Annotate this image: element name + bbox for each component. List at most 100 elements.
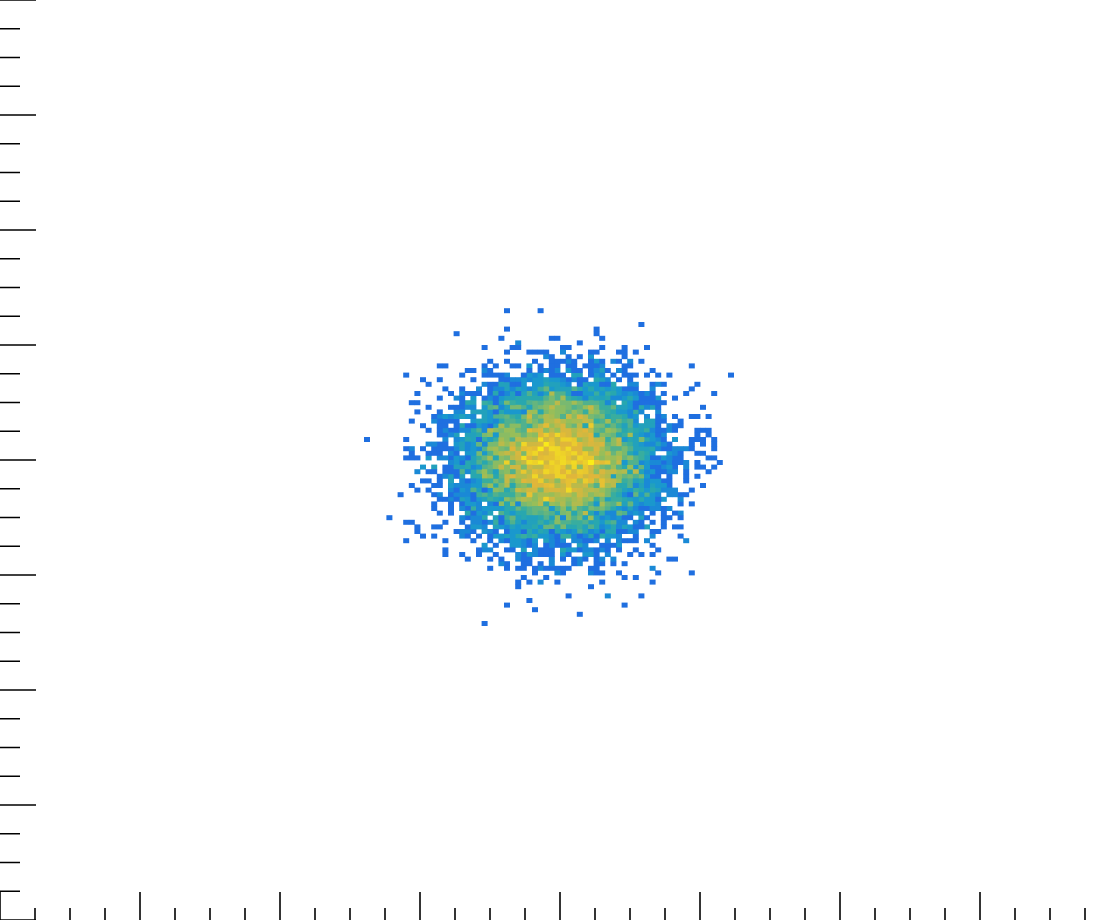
heatmap-cell bbox=[537, 363, 544, 369]
heatmap-cell bbox=[616, 487, 622, 493]
heatmap-cell bbox=[459, 519, 466, 525]
heatmap-cell bbox=[487, 372, 494, 378]
heatmap-cell bbox=[425, 455, 432, 461]
heatmap-cell bbox=[644, 446, 650, 452]
heatmap-cell bbox=[627, 478, 634, 484]
heatmap-cell bbox=[448, 455, 454, 461]
heatmap-cell bbox=[543, 432, 550, 438]
heatmap-cell bbox=[548, 515, 555, 521]
heatmap-cell bbox=[470, 464, 477, 470]
heatmap-cell bbox=[464, 423, 471, 429]
heatmap-cell bbox=[576, 432, 583, 438]
heatmap-cell bbox=[532, 455, 538, 461]
heatmap-cell bbox=[476, 483, 482, 488]
heatmap-cell bbox=[509, 363, 516, 369]
heatmap-cell bbox=[504, 506, 510, 511]
heatmap-cell bbox=[604, 386, 611, 392]
heatmap-cell bbox=[459, 460, 466, 465]
heatmap-cell bbox=[593, 519, 600, 525]
heatmap-cell bbox=[537, 446, 544, 452]
heatmap-cell bbox=[576, 404, 583, 410]
heatmap-cell bbox=[616, 519, 622, 525]
heatmap-cell bbox=[666, 506, 673, 511]
heatmap-cell bbox=[571, 556, 578, 562]
heatmap-cell bbox=[666, 483, 673, 488]
heatmap-cell bbox=[436, 492, 443, 498]
heatmap-cell bbox=[700, 464, 706, 470]
heatmap-cell bbox=[436, 395, 443, 401]
heatmap-cell bbox=[711, 464, 718, 470]
heatmap-cell bbox=[599, 579, 606, 585]
heatmap-cell bbox=[548, 529, 555, 534]
heatmap-cell bbox=[621, 368, 628, 373]
heatmap-cell bbox=[599, 372, 606, 378]
heatmap-cell bbox=[520, 372, 527, 378]
heatmap-cell bbox=[492, 423, 499, 429]
heatmap-cell bbox=[565, 381, 572, 387]
heatmap-cell bbox=[644, 464, 650, 470]
heatmap-cell bbox=[565, 496, 572, 502]
heatmap-cell bbox=[554, 437, 561, 442]
heatmap-cell bbox=[576, 446, 583, 452]
heatmap-cell bbox=[593, 381, 600, 387]
heatmap-cell bbox=[487, 506, 494, 511]
heatmap-cell bbox=[560, 437, 566, 442]
heatmap-cell bbox=[621, 506, 628, 511]
heatmap-cell bbox=[632, 533, 639, 539]
heatmap-cell bbox=[565, 552, 572, 557]
heatmap-cell bbox=[610, 432, 617, 438]
heatmap-cell bbox=[526, 446, 533, 452]
heatmap-cell bbox=[666, 473, 673, 479]
heatmap-cell bbox=[705, 414, 712, 419]
heatmap-cell bbox=[520, 478, 527, 484]
heatmap-cell bbox=[554, 570, 561, 576]
heatmap-cell bbox=[537, 423, 544, 429]
heatmap-cell bbox=[448, 487, 454, 493]
heatmap-cell bbox=[526, 492, 533, 498]
heatmap-cell bbox=[593, 515, 600, 521]
heatmap-cell bbox=[554, 386, 561, 392]
heatmap-cell bbox=[565, 565, 572, 571]
heatmap-cell bbox=[481, 400, 488, 406]
heatmap-cell bbox=[560, 377, 566, 383]
heatmap-cell bbox=[487, 487, 494, 493]
heatmap-cell bbox=[436, 450, 443, 456]
heatmap-cell bbox=[492, 469, 499, 475]
heatmap-cell bbox=[627, 510, 634, 516]
heatmap-cell bbox=[571, 478, 578, 484]
heatmap-cell bbox=[476, 441, 482, 447]
heatmap-cell bbox=[504, 418, 510, 424]
heatmap-cell bbox=[560, 432, 566, 438]
heatmap-cell bbox=[554, 515, 561, 521]
heatmap-cell bbox=[560, 524, 566, 530]
heatmap-cell bbox=[660, 400, 667, 406]
heatmap-cell bbox=[548, 418, 555, 424]
heatmap-cell bbox=[638, 515, 645, 521]
heatmap-cell bbox=[571, 519, 578, 525]
heatmap-cell bbox=[582, 478, 589, 484]
heatmap-cell bbox=[672, 455, 678, 461]
heatmap-cell bbox=[677, 455, 684, 461]
heatmap-cell bbox=[537, 308, 544, 314]
heatmap-cell bbox=[537, 478, 544, 484]
heatmap-cell bbox=[660, 524, 667, 530]
heatmap-cell bbox=[649, 368, 656, 373]
heatmap-cell bbox=[548, 478, 555, 484]
heatmap-cell bbox=[571, 386, 578, 392]
heatmap-cell bbox=[543, 565, 550, 571]
heatmap-cell bbox=[526, 432, 533, 438]
heatmap-cell bbox=[442, 418, 449, 424]
heatmap-cell bbox=[548, 368, 555, 373]
heatmap-cell bbox=[649, 510, 656, 516]
heatmap-cell bbox=[526, 427, 533, 433]
heatmap-cell bbox=[599, 400, 606, 406]
heatmap-cell bbox=[565, 547, 572, 553]
heatmap-cell bbox=[571, 492, 578, 498]
heatmap-cell bbox=[515, 469, 522, 475]
heatmap-cell bbox=[565, 358, 572, 364]
heatmap-cell bbox=[616, 395, 622, 401]
heatmap-cell bbox=[571, 414, 578, 419]
heatmap-cell bbox=[638, 450, 645, 456]
heatmap-cell bbox=[481, 510, 488, 516]
heatmap-cell bbox=[694, 450, 701, 456]
